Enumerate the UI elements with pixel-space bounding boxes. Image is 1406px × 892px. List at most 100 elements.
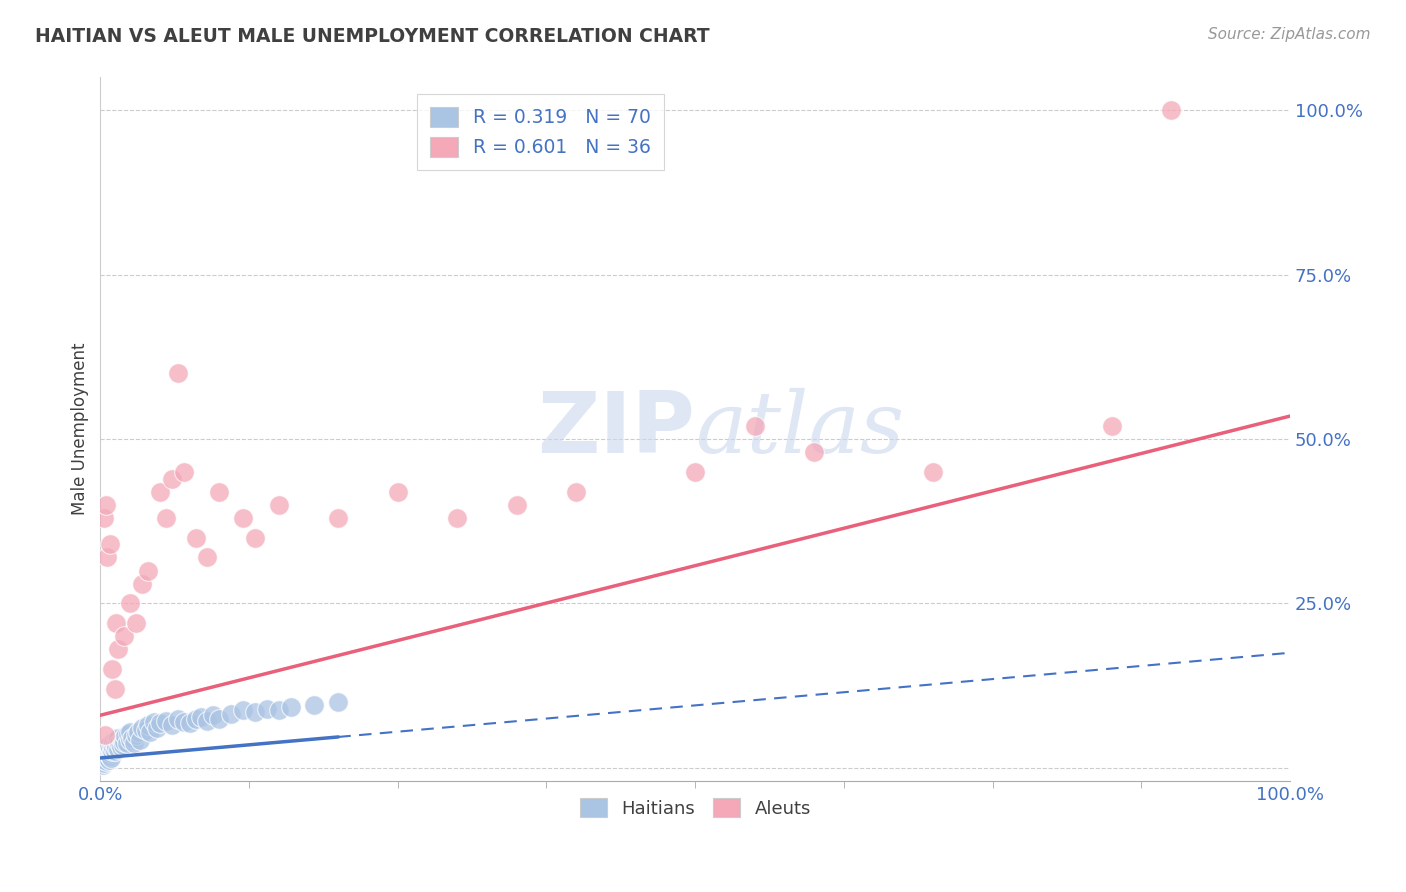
Point [105,733,128,747]
Point [565,484,588,499]
Point [136,718,159,732]
Y-axis label: Male Unemployment: Male Unemployment [72,343,89,516]
Point [131,722,153,736]
Point [96,754,118,768]
Point [107,742,129,756]
Text: ZIP: ZIP [537,388,695,471]
Point [112,629,135,643]
Point [683,465,706,479]
Point [93,511,115,525]
Point [1101,418,1123,433]
Point [744,418,766,433]
Point [101,738,124,752]
Point [506,498,529,512]
Point [128,733,150,747]
Point [120,733,142,747]
Point [139,724,162,739]
Point [328,695,350,709]
Point [173,465,195,479]
Point [96,498,118,512]
Point [104,681,127,696]
Point [243,705,266,719]
Point [101,662,124,676]
Point [122,736,145,750]
Point [94,744,117,758]
Point [197,550,219,565]
Point [146,722,169,736]
Point [803,445,825,459]
Point [114,729,136,743]
Point [125,616,148,631]
Point [304,698,326,713]
Point [96,550,118,565]
Point [104,736,127,750]
Point [96,744,118,758]
Point [1160,103,1182,118]
Point [94,749,117,764]
Point [107,731,129,746]
Point [136,564,159,578]
Point [97,738,120,752]
Point [922,465,945,479]
Point [96,741,118,756]
Point [98,742,121,756]
Point [267,703,290,717]
Point [184,712,207,726]
Point [142,714,165,729]
Text: atlas: atlas [695,388,904,471]
Point [155,714,177,728]
Point [103,741,125,756]
Legend: Haitians, Aleuts: Haitians, Aleuts [572,791,818,825]
Point [97,747,120,762]
Point [160,718,183,732]
Point [97,753,120,767]
Point [149,716,172,731]
Point [232,703,254,717]
Point [173,714,195,729]
Point [110,739,132,754]
Point [100,751,122,765]
Point [98,749,121,764]
Point [91,751,114,765]
Point [184,531,207,545]
Point [96,747,118,761]
Point [108,736,131,750]
Point [328,511,350,525]
Point [103,734,125,748]
Point [243,531,266,545]
Point [155,511,177,525]
Point [98,537,121,551]
Point [267,498,290,512]
Point [387,484,409,499]
Point [96,751,118,765]
Point [115,736,138,750]
Point [125,728,148,742]
Point [179,716,201,731]
Point [120,724,142,739]
Point [112,734,135,748]
Point [93,753,115,767]
Point [104,616,127,631]
Point [91,757,114,772]
Point [93,747,115,762]
Point [127,724,149,739]
Point [111,733,134,747]
Point [121,731,143,746]
Point [280,700,302,714]
Point [202,708,225,723]
Point [166,367,188,381]
Point [135,723,157,737]
Point [446,511,468,525]
Point [208,484,231,499]
Point [94,728,117,742]
Point [131,576,153,591]
Point [149,484,172,499]
Point [93,756,115,770]
Point [219,706,242,721]
Point [120,597,142,611]
Point [166,712,188,726]
Point [90,754,112,768]
Point [190,709,212,723]
Point [100,747,122,761]
Point [232,511,254,525]
